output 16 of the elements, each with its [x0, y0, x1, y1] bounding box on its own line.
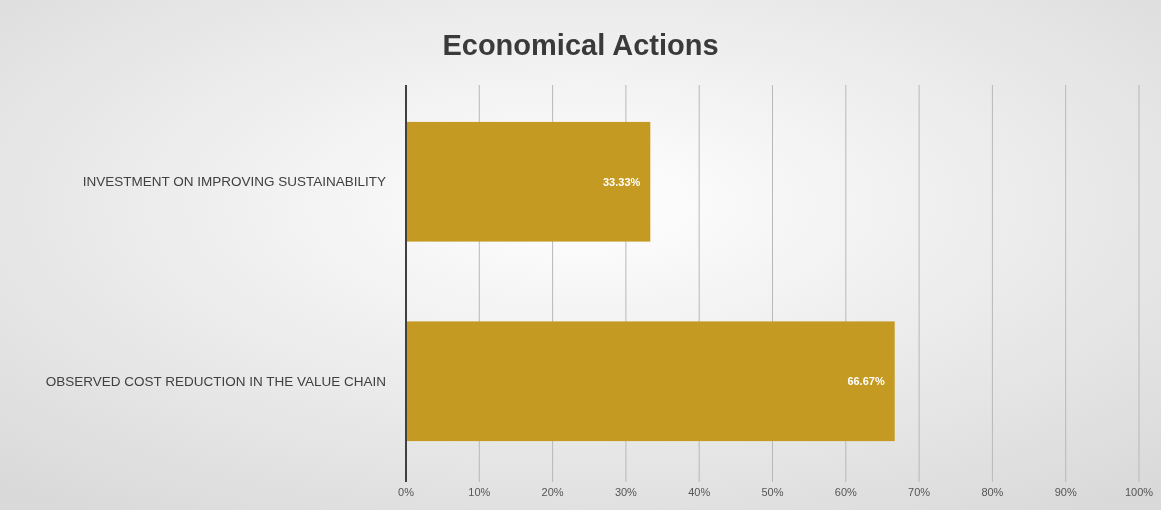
x-tick-label: 50%: [761, 486, 784, 498]
x-tick-label: 10%: [468, 486, 491, 498]
x-tick-label: 0%: [398, 486, 415, 498]
x-tick-label: 90%: [1054, 486, 1077, 498]
data-label: 66.67%: [847, 375, 885, 388]
x-tick-label: 100%: [1124, 486, 1154, 498]
data-label: 33.33%: [603, 175, 641, 188]
x-tick-label: 30%: [614, 486, 638, 498]
y-tick-label: OBSERVED COST REDUCTION IN THE VALUE CHAIN: [45, 373, 386, 389]
y-tick-label: INVESTMENT ON IMPROVING SUSTAINABILITY: [82, 174, 386, 190]
x-tick-label: 80%: [981, 486, 1004, 498]
x-tick-label: 20%: [541, 486, 564, 498]
x-tick-label: 40%: [688, 486, 711, 498]
x-tick-label: 60%: [834, 486, 858, 498]
chart-title: Economical Actions: [442, 29, 719, 61]
x-tick-label: 70%: [908, 486, 931, 498]
